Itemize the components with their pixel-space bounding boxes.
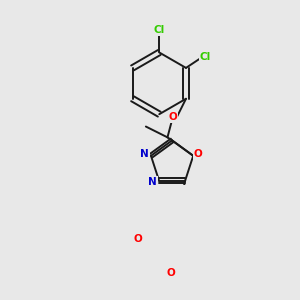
Text: O: O [134,234,143,244]
Text: N: N [140,149,149,159]
Text: O: O [169,112,177,122]
Text: Cl: Cl [154,25,165,35]
Text: N: N [148,177,157,187]
Text: O: O [167,268,176,278]
Text: O: O [194,149,202,159]
Text: Cl: Cl [200,52,211,62]
